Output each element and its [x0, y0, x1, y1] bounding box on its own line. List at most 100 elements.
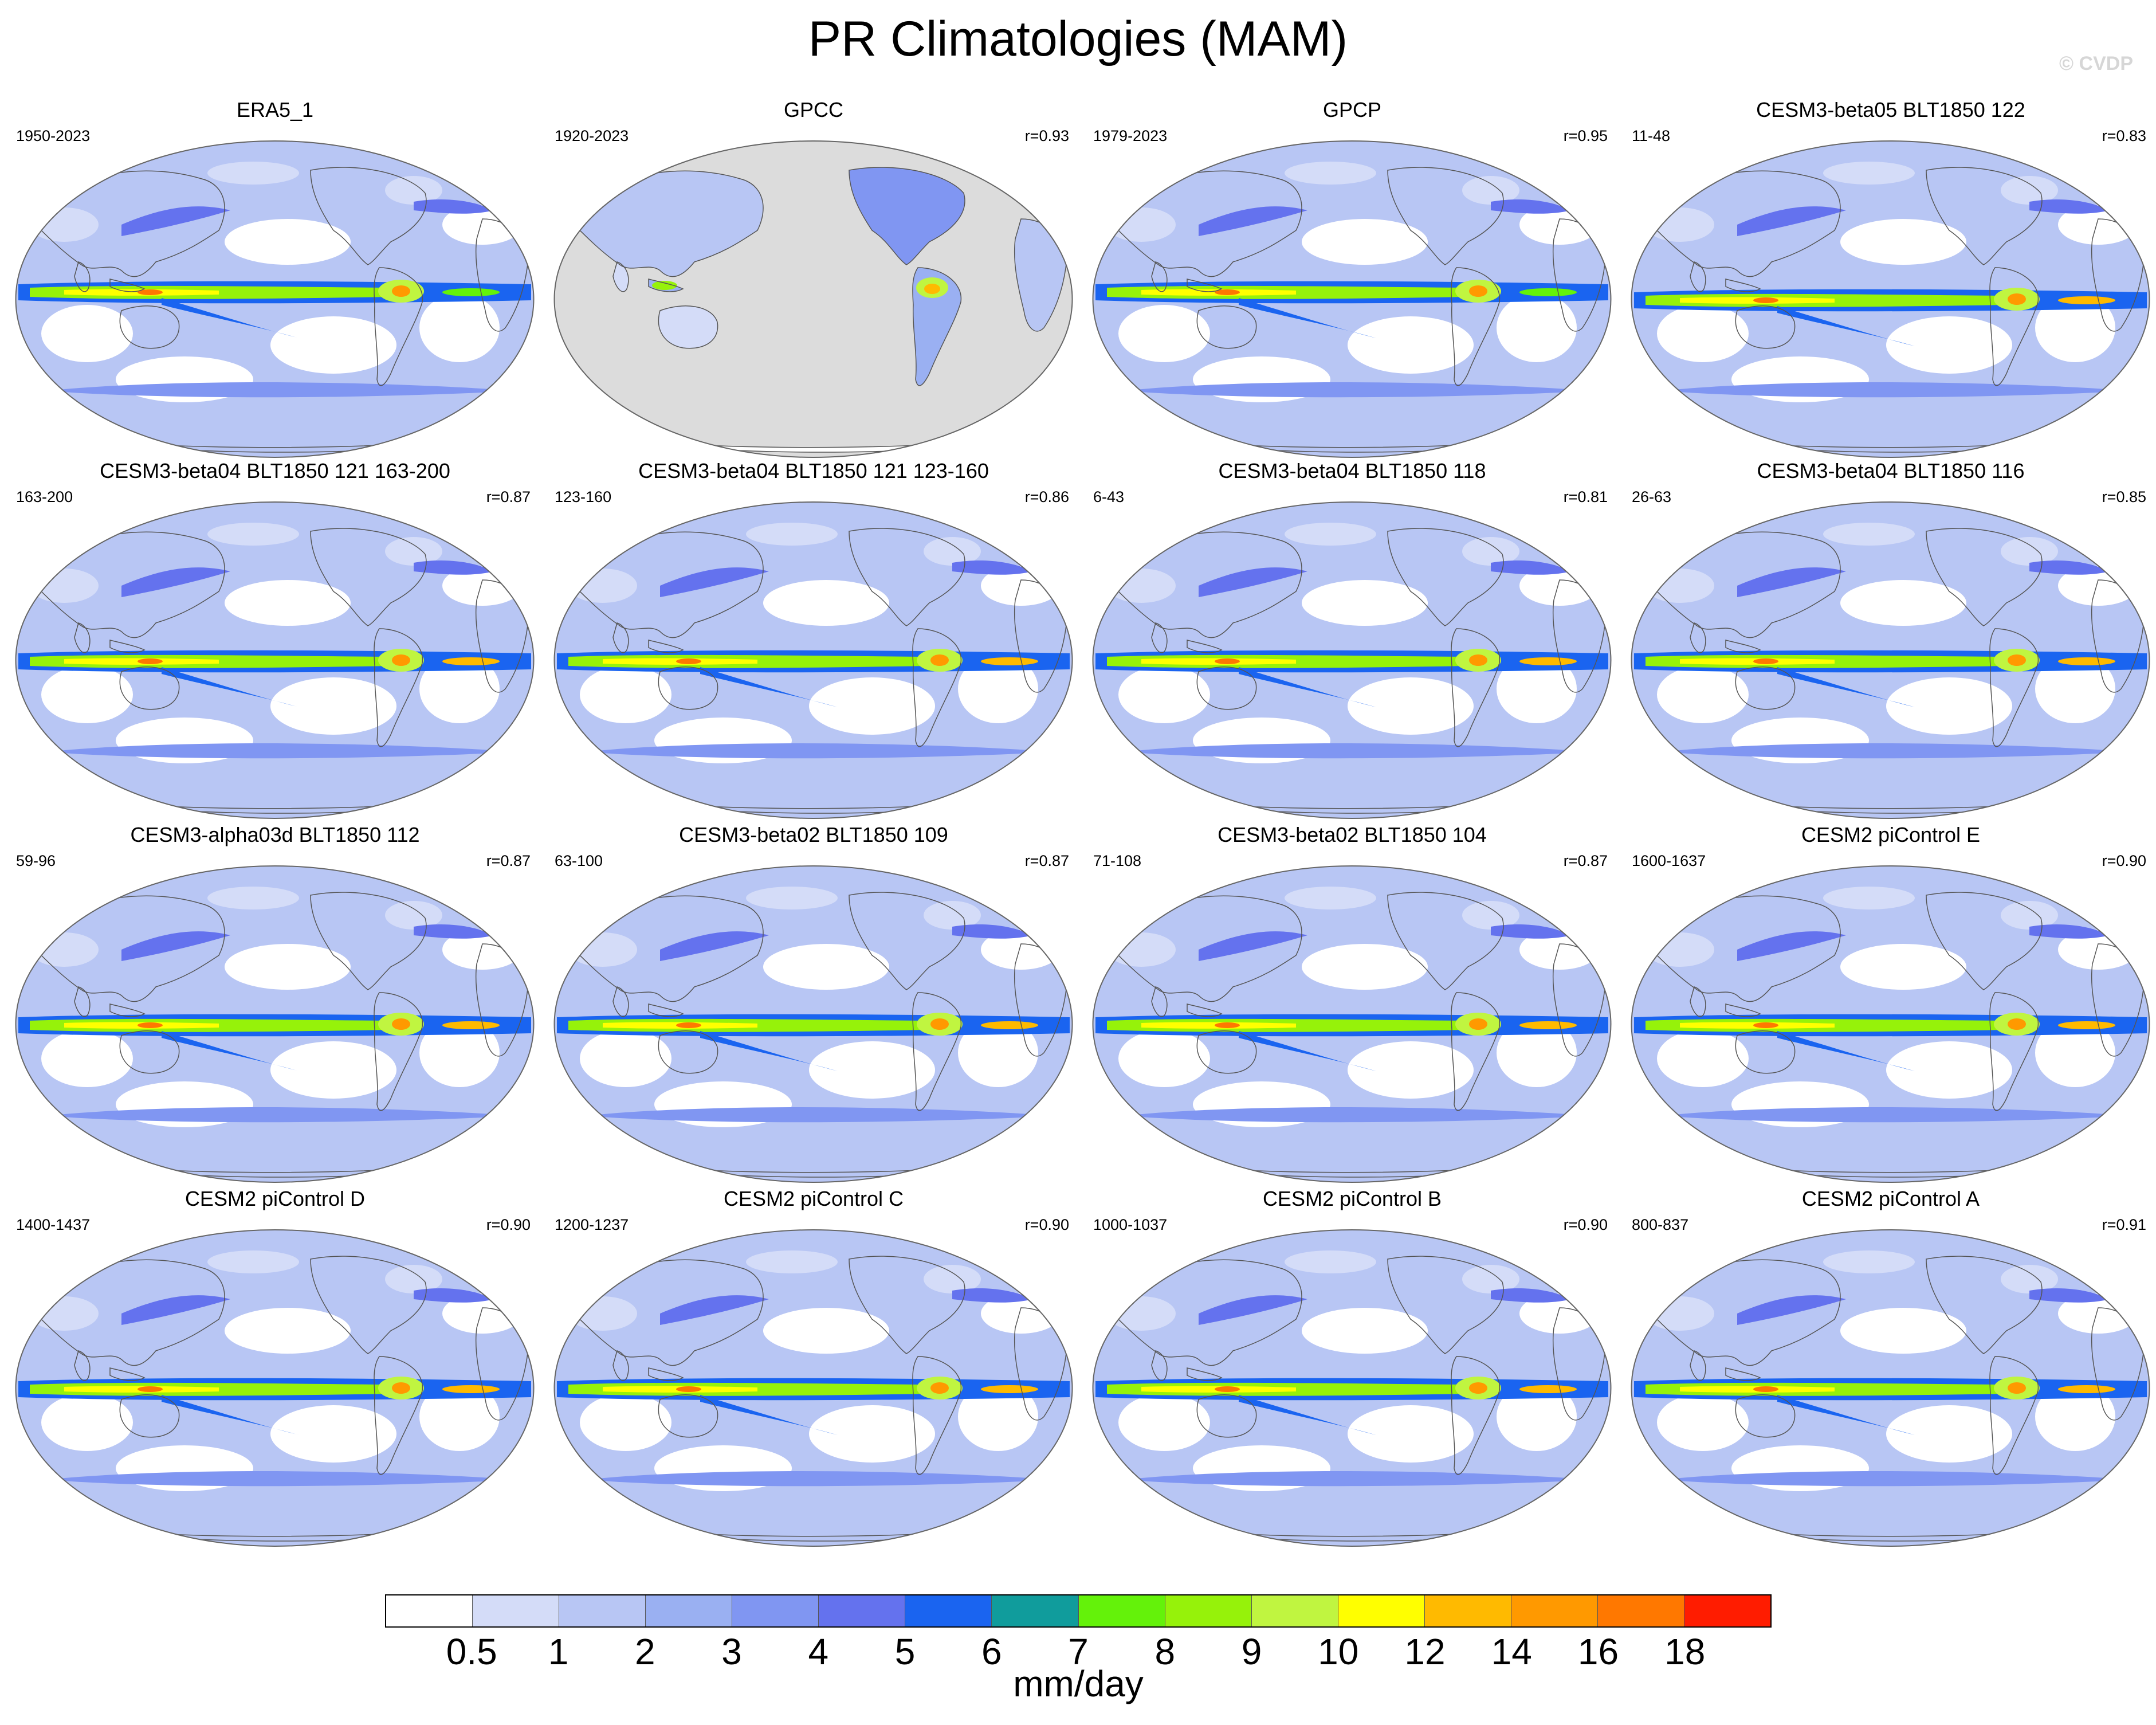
colorbar-swatch	[1338, 1595, 1425, 1626]
map-border	[1631, 501, 2150, 819]
precip-map	[15, 501, 535, 819]
pacific-storm-track	[660, 567, 769, 597]
southern-storm-track	[586, 1107, 1055, 1123]
dry-zone	[41, 1030, 133, 1087]
dry-zone	[2035, 654, 2115, 723]
coastline	[1690, 622, 1706, 653]
map-panel: CESM3-beta05 BLT1850 122 11-48 r=0.83	[1621, 97, 2156, 464]
coastline	[849, 528, 965, 626]
colorbar-tick-label: 16	[1577, 1631, 1619, 1672]
atlantic-itcz	[2058, 1385, 2115, 1393]
land-precip-shape	[849, 167, 965, 265]
coastline	[1112, 531, 1302, 638]
spcz-band	[1239, 667, 1376, 707]
coastline	[612, 986, 629, 1017]
colorbar-tick-label: 12	[1404, 1631, 1446, 1672]
map-border	[553, 865, 1073, 1183]
light-precip-zone	[1823, 523, 1915, 546]
map-panel: CESM2 piControl A 800-837 r=0.91	[1621, 1186, 2156, 1553]
dry-zone	[1886, 1405, 2012, 1463]
dry-zone	[1302, 944, 1428, 990]
itcz-max	[1753, 658, 1778, 664]
colorbar-swatch	[1078, 1595, 1165, 1626]
atlantic-storm-track	[2029, 1288, 2110, 1303]
colorbar-tick-label: 6	[981, 1631, 1002, 1672]
amazon-convection-core	[1469, 1018, 1487, 1030]
map-border	[553, 140, 1073, 458]
colorbar-swatch	[992, 1595, 1079, 1626]
map-panel: CESM3-alpha03d BLT1850 112 59-96 r=0.87	[6, 822, 544, 1189]
land-precip-shape	[613, 262, 629, 292]
map-panel: CESM2 piControl B 1000-1037 r=0.90	[1083, 1186, 1621, 1553]
coastline	[1187, 1367, 1223, 1381]
dry-zone	[809, 1041, 935, 1099]
light-precip-zone	[924, 1265, 981, 1293]
colorbar-tick-label: 1	[548, 1631, 569, 1672]
coastline	[1451, 1356, 1501, 1475]
panel-period: 163-200	[16, 488, 73, 505]
atlantic-storm-track	[1491, 199, 1571, 214]
dry-zone	[2035, 1382, 2115, 1451]
dry-zone	[1118, 666, 1210, 723]
precip-map	[1631, 865, 2150, 1183]
coastline	[1196, 1030, 1257, 1074]
map-panel: CESM2 piControl C 1200-1237 r=0.90	[544, 1186, 1083, 1553]
colorbar-tick-label: 0.5	[446, 1631, 497, 1672]
precip-map	[1092, 1229, 1612, 1547]
dry-zone	[1497, 654, 1577, 723]
light-precip-zone	[746, 1250, 838, 1273]
coastline	[1151, 986, 1168, 1017]
coastline	[1926, 892, 2043, 990]
precip-map	[1631, 501, 2150, 819]
panel-pattern-correlation: r=0.87	[1024, 852, 1069, 869]
coastline	[109, 279, 146, 292]
dry-zone	[419, 293, 500, 362]
atlantic-storm-track	[952, 1288, 1032, 1303]
map-border	[15, 140, 535, 458]
atlantic-itcz	[2058, 657, 2115, 665]
atlantic-itcz	[442, 1021, 500, 1029]
panel-pattern-correlation: r=0.81	[1563, 488, 1608, 505]
map-border	[1092, 501, 1612, 819]
atlantic-storm-track	[414, 1288, 494, 1303]
dry-zone	[419, 1382, 500, 1451]
dry-zone	[225, 580, 351, 626]
spcz-band	[162, 298, 299, 338]
precip-map	[1631, 1229, 2150, 1547]
panel-pattern-correlation: r=0.93	[1024, 127, 1069, 144]
atlantic-storm-track	[1491, 560, 1571, 575]
itcz-max	[138, 658, 163, 664]
map-border	[15, 501, 535, 819]
southern-storm-track	[1124, 382, 1594, 398]
dry-zone	[1840, 580, 1966, 626]
coastline	[310, 528, 427, 626]
atlantic-itcz	[1519, 1021, 1577, 1029]
southern-storm-track	[1124, 743, 1594, 759]
coastline	[1989, 992, 2039, 1111]
precip-map	[1092, 501, 1612, 819]
light-precip-zone	[1285, 1250, 1376, 1273]
panel-title: CESM3-alpha03d BLT1850 112	[130, 823, 420, 846]
dry-zone	[2035, 1018, 2115, 1087]
panel-period: 1600-1637	[1632, 852, 1706, 869]
light-precip-zone	[1646, 569, 1714, 603]
panel-period: 63-100	[555, 852, 603, 869]
coastline	[1151, 261, 1168, 292]
ocean-missing-fill	[554, 141, 1073, 457]
spcz-band	[700, 667, 838, 707]
coastline	[912, 267, 962, 386]
colorbar-tick-label: 2	[634, 1631, 655, 1672]
panel-period: 11-48	[1632, 127, 1671, 144]
panel-period: 71-108	[1093, 852, 1142, 869]
coastline	[119, 667, 180, 710]
pacific-storm-track	[1199, 1295, 1307, 1325]
amazon-convection-core	[392, 1018, 410, 1030]
coastline	[1187, 1003, 1223, 1017]
colorbar-tick-label: 7	[1068, 1631, 1089, 1672]
coastline	[109, 1003, 146, 1017]
colorbar-swatch	[473, 1595, 560, 1626]
precip-map	[15, 140, 535, 458]
coastline	[1196, 305, 1257, 349]
dry-zone	[41, 666, 133, 723]
coastline	[648, 640, 684, 653]
